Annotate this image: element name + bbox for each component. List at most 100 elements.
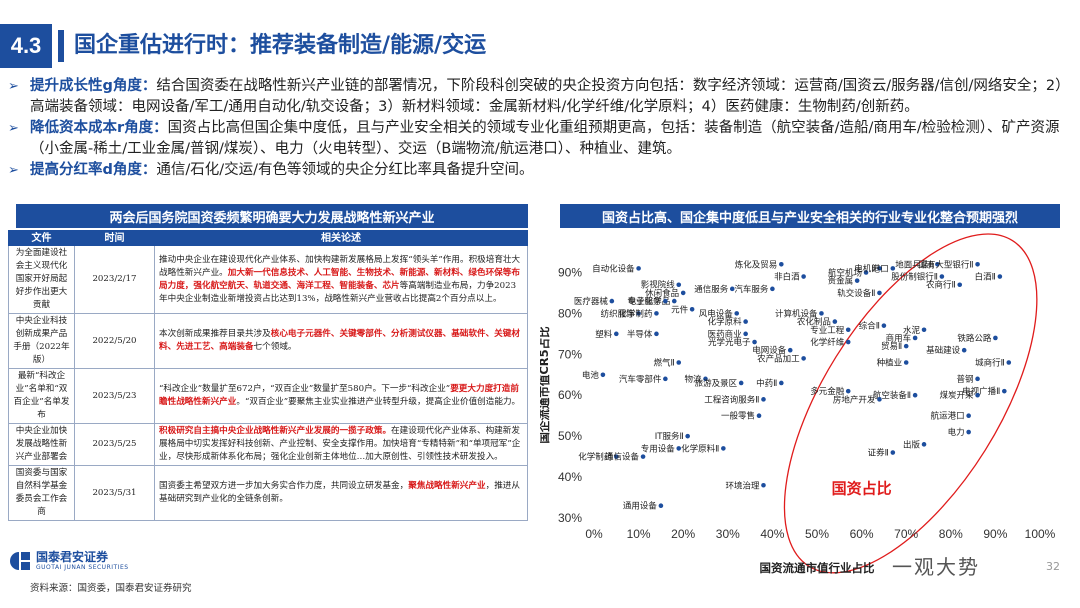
data-point: [721, 446, 726, 451]
scatter-chart: 0% 10% 20% 30% 40% 50% 60% 70% 80% 90% 100% 30% 40% 5…: [540, 233, 1056, 575]
highlight-text: 聚焦战略性新兴产业: [408, 481, 486, 491]
bullet-item: ➢ 提升成长性g角度：结合国资委在战略性新兴产业链的部署情况，下阶段科创突破的央…: [8, 76, 1072, 118]
data-point: [912, 392, 918, 398]
x-tick-label: 10%: [627, 527, 651, 541]
data-point: [921, 442, 927, 447]
point-label: 基础建设: [926, 345, 961, 356]
statement-cell: 积极研究自主搞中央企业战略性新兴产业发展的一揽子政策。在建设现代化产业体系、构建…: [154, 423, 528, 466]
point-label: 元件: [671, 304, 689, 315]
point-label: 农产品加工: [757, 353, 800, 364]
point-label: 港口: [872, 263, 889, 274]
statement-cell: 国资委主希望双方进一步加大务实合作力度，共同设立研发基金，聚焦战略性新兴产业，推…: [154, 465, 528, 521]
point-label: 轨交设备Ⅱ: [837, 288, 875, 299]
point-label: 专业工程: [810, 325, 845, 336]
data-point: [832, 319, 838, 324]
left-panel-banner: 两会后国务院国资委频繁明确要大力发展战略性新兴产业: [16, 204, 528, 228]
data-point: [663, 376, 668, 382]
y-tick-label: 70%: [558, 347, 582, 361]
data-point: [863, 270, 869, 275]
point-label: 国有大型银行Ⅱ: [918, 259, 973, 270]
arrow-bullet-icon: ➢: [8, 121, 19, 136]
statement-text: 等高端制造业布局，力争2023年中央企业制造业新增投资占比达到13%，战略性新兴…: [159, 280, 517, 304]
point-label: 城商行Ⅱ: [975, 357, 1005, 368]
point-label: 旅游及景区: [695, 378, 738, 389]
table-row: 中央企业科技创新成果产品手册（2022年版） 2022/5/20 本次创新成果推荐目…: [8, 313, 528, 369]
data-point: [787, 347, 793, 353]
data-point: [685, 433, 690, 439]
point-label: 综合Ⅱ: [859, 321, 880, 332]
bullet-text: 通信/石化/交运/有色等领域的央企分红比率具备提升空间。: [156, 162, 534, 178]
point-label: 中药Ⅱ: [756, 378, 777, 389]
statement-text: ，推进从基础研究到产业化的全链条创新。: [159, 481, 520, 504]
bullet-list: ➢ 提升成长性g角度：结合国资委在战略性新兴产业链的部署情况，下阶段科创突破的央…: [8, 76, 1072, 181]
table-row: 为全面建设社会主义现代化国家开好局起好步作出更大贡献 2023/2/17 推动中央企…: [8, 245, 528, 314]
data-point: [756, 413, 762, 418]
doc-cell: 国资委与国家自然科学基金委员会工作会商: [8, 465, 75, 521]
point-label: 一般零售: [721, 411, 755, 422]
arrow-bullet-icon: ➢: [8, 79, 19, 94]
data-point: [993, 335, 998, 341]
point-label: 影视院线: [641, 280, 676, 291]
bullet-item: ➢ 提高分红率d角度：通信/石化/交运/有色等领域的央企分红比率具备提升空间。: [8, 160, 1072, 181]
point-label: 工程咨询服务Ⅱ: [704, 394, 759, 405]
point-label: 商用车: [886, 333, 912, 344]
y-tick-label: 90%: [558, 265, 582, 279]
table-row: 国资委与国家自然科学基金委员会工作会商 2023/5/31 国资委主希望双方进一步加…: [8, 465, 528, 521]
section-divider: [58, 30, 64, 62]
point-label: 通信服务: [694, 284, 729, 295]
column-header: 文件: [8, 230, 75, 246]
data-point: [676, 446, 682, 451]
statement-text: 。“双百企业”要聚焦主业实业推进产业转型升级，提高企业价值创造能力。: [236, 397, 521, 407]
ellipse-label: 国资占比: [832, 479, 892, 497]
data-point: [743, 319, 748, 324]
point-label: 贸易Ⅱ: [881, 341, 902, 352]
bullet-lead: 降低资本成本r角度：: [30, 120, 168, 136]
point-label: 塑料: [595, 329, 613, 340]
data-point: [761, 482, 766, 488]
column-header: 时间: [74, 230, 155, 246]
logo-text: 国泰君安证券: [36, 550, 109, 564]
x-tick-label: 80%: [939, 527, 963, 541]
point-label: 出版: [903, 439, 921, 450]
data-point: [912, 335, 918, 341]
section-number: 4.3: [0, 24, 52, 68]
data-point: [903, 360, 909, 365]
data-point: [1002, 388, 1007, 394]
table-header-row: 文件 时间 相关论述: [8, 230, 528, 246]
data-point: [939, 274, 945, 279]
data-point: [743, 331, 748, 337]
data-point: [961, 347, 967, 353]
data-point: [636, 311, 641, 316]
point-label: 航空装备Ⅱ: [873, 390, 911, 401]
point-label: 电视广播Ⅱ: [962, 386, 1000, 397]
data-point: [966, 413, 971, 418]
bullet-text: 结合国资委在战略性新兴产业链的部署情况，下阶段科创突破的央企投资方向包括：数字经…: [30, 78, 1070, 115]
bullet-item: ➢ 降低资本成本r角度：国资占比高但国企集中度低，且与产业安全相关的领域专业化重…: [8, 118, 1072, 160]
x-tick-label: 70%: [894, 527, 918, 541]
point-label: 自动化设备: [592, 263, 635, 274]
data-point: [845, 327, 851, 333]
company-logo: 国泰君安证券 GUOTAI JUNAN SECURITIES: [10, 551, 129, 571]
data-point: [703, 376, 708, 382]
section-header: 4.3 国企重估进行时：推荐装备制造/能源/交运: [0, 24, 1080, 68]
data-point: [845, 388, 851, 394]
point-label: 股份制银行Ⅱ: [891, 272, 938, 283]
data-point: [676, 282, 682, 288]
data-point: [975, 392, 980, 398]
data-point: [609, 298, 615, 304]
point-label: 非白酒: [774, 272, 800, 283]
data-point: [600, 372, 606, 378]
data-point: [654, 311, 659, 316]
y-tick-label: 80%: [558, 306, 582, 320]
doc-cell: 中央企业加快发展战略性新兴产业部署会: [8, 423, 75, 466]
column-header: 相关论述: [154, 230, 528, 246]
point-label: 休闲食品: [645, 288, 679, 299]
doc-cell: 最新“科改企业”名单和“双百企业”名单发布: [8, 368, 75, 424]
data-point: [779, 261, 784, 267]
data-point: [738, 380, 744, 386]
bullet-lead: 提高分红率d角度：: [30, 162, 157, 178]
point-label: 汽车零部件: [619, 374, 662, 385]
point-label: 水泥: [903, 325, 921, 336]
point-label: 专用设备: [641, 443, 676, 454]
highlight-ellipse: [783, 233, 1038, 574]
